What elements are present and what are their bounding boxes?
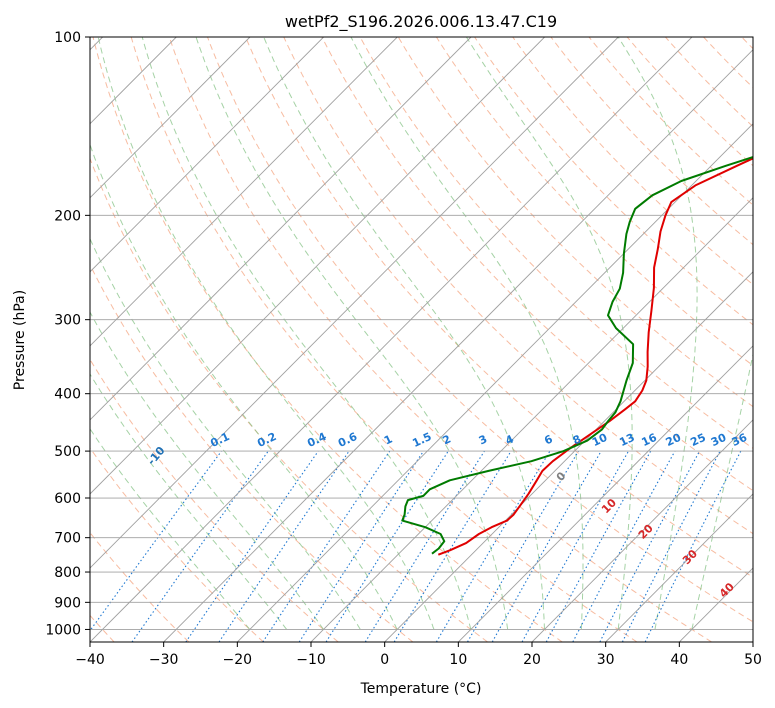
profile-line-2 — [401, 156, 753, 555]
moist-adiabat-line — [263, 37, 545, 630]
moist-adiabat-line — [350, 37, 584, 630]
isotherm-line — [90, 37, 251, 199]
dry-adiabat-line — [397, 37, 753, 408]
y-tick-label: 900 — [54, 595, 81, 611]
mixing-ratio-line — [644, 450, 742, 642]
y-tick-label: 1000 — [45, 622, 81, 638]
mixing-ratio-label: 25 — [688, 431, 707, 449]
mixing-ratio-label: 10 — [590, 431, 610, 449]
dry-adiabat-line — [90, 447, 264, 642]
chart-title: wetPf2_S196.2026.006.13.47.C19 — [285, 12, 557, 32]
dry-adiabat-line — [435, 37, 753, 367]
moist-adiabat-line — [90, 373, 288, 630]
moist-adiabat-line — [90, 427, 251, 630]
series-layer — [401, 156, 753, 556]
y-tick-label: 100 — [54, 30, 81, 46]
x-tick-label: −20 — [223, 652, 253, 668]
isotherm-line — [310, 197, 753, 642]
isotherm-line — [384, 271, 753, 642]
mixing-ratio-label: 30 — [709, 431, 729, 449]
x-tick-label: −10 — [296, 652, 326, 668]
isotherm-line — [90, 37, 398, 347]
dry-adiabat-line — [168, 37, 712, 642]
grid-layer — [90, 37, 753, 642]
moist-adiabat-line — [97, 37, 435, 630]
isotherm-line — [90, 37, 693, 642]
isotherm-line — [531, 419, 753, 642]
x-tick-label: 30 — [597, 652, 615, 668]
mixing-ratio-label: 20 — [664, 431, 684, 449]
y-tick-label: 600 — [54, 491, 81, 507]
isotherm-line — [90, 37, 545, 495]
dry-adiabat-line — [321, 37, 753, 492]
x-tick-label: 40 — [670, 652, 688, 668]
mixing-ratio-line — [262, 450, 391, 642]
moist-adiabat-line — [90, 311, 324, 630]
x-tick-label: 10 — [449, 652, 467, 668]
x-tick-label: −30 — [149, 652, 179, 668]
x-tick-label: 50 — [744, 652, 762, 668]
moist-adiabat-line — [90, 237, 361, 630]
mixing-ratio-line — [521, 450, 629, 642]
dry-adiabat-line — [512, 37, 753, 286]
plot-frame — [89, 36, 754, 643]
isotherm-line — [163, 49, 753, 642]
isotherm-line — [237, 123, 753, 642]
plot-background — [90, 37, 753, 642]
dry-adiabat-label: -20 — [63, 413, 86, 437]
y-tick-label: 200 — [54, 208, 81, 224]
dry-adiabat-label: -30 — [0, 367, 2, 391]
dry-adiabat-line — [245, 37, 753, 578]
profile-line-1 — [437, 157, 753, 556]
mixing-ratio-line — [325, 450, 449, 642]
y-tick-label: 700 — [54, 531, 81, 547]
mixing-ratio-line — [90, 450, 222, 632]
dry-adiabat-line — [92, 37, 563, 642]
mixing-ratio-label: 36 — [730, 431, 750, 449]
y-axis-title: Pressure (hPa) — [12, 290, 28, 390]
mixing-ratio-line — [185, 450, 319, 642]
mixing-ratio-line — [572, 450, 676, 642]
dry-adiabat-line — [626, 37, 753, 167]
dry-adiabat-line — [90, 263, 414, 642]
dry-adiabat-line — [130, 37, 638, 642]
isotherm-line — [90, 37, 472, 421]
x-tick-label: 20 — [523, 652, 541, 668]
moist-adiabat-line — [691, 352, 753, 630]
mixing-ratio-line — [218, 450, 350, 642]
y-tick-label: 300 — [54, 313, 81, 329]
moist-adiabat-line — [195, 37, 509, 630]
moist-adiabat-line — [141, 37, 472, 630]
y-tick-label: 400 — [54, 387, 81, 403]
moist-adiabat-line — [465, 37, 633, 630]
isotherm-line — [752, 641, 753, 642]
isotherm-line — [90, 37, 619, 569]
y-tick-label: 800 — [54, 565, 81, 581]
x-tick-label: −40 — [75, 652, 105, 668]
mixing-ratio-line — [298, 450, 424, 642]
mixing-ratio-line — [545, 450, 652, 642]
isotherm-line — [605, 493, 753, 642]
dry-adiabat-line — [550, 37, 753, 246]
x-tick-label: 0 — [380, 652, 389, 668]
isotherm-line — [90, 37, 324, 273]
y-tick-label: 500 — [54, 444, 81, 460]
mixing-ratio-label: 13 — [617, 431, 636, 449]
dry-adiabat-line — [207, 37, 753, 623]
mixing-ratio-line — [393, 450, 512, 642]
moist-adiabat-line — [617, 37, 698, 630]
x-axis-title: Temperature (°C) — [360, 681, 482, 697]
isotherm-line — [458, 345, 753, 642]
axis-layer: −40 −30 −20 −10 0 10 20 30 40 50 1000 900 800 700 600 5… — [45, 30, 762, 668]
mixing-ratio-line — [621, 450, 721, 642]
mixing-ratio-label: 16 — [639, 431, 659, 449]
